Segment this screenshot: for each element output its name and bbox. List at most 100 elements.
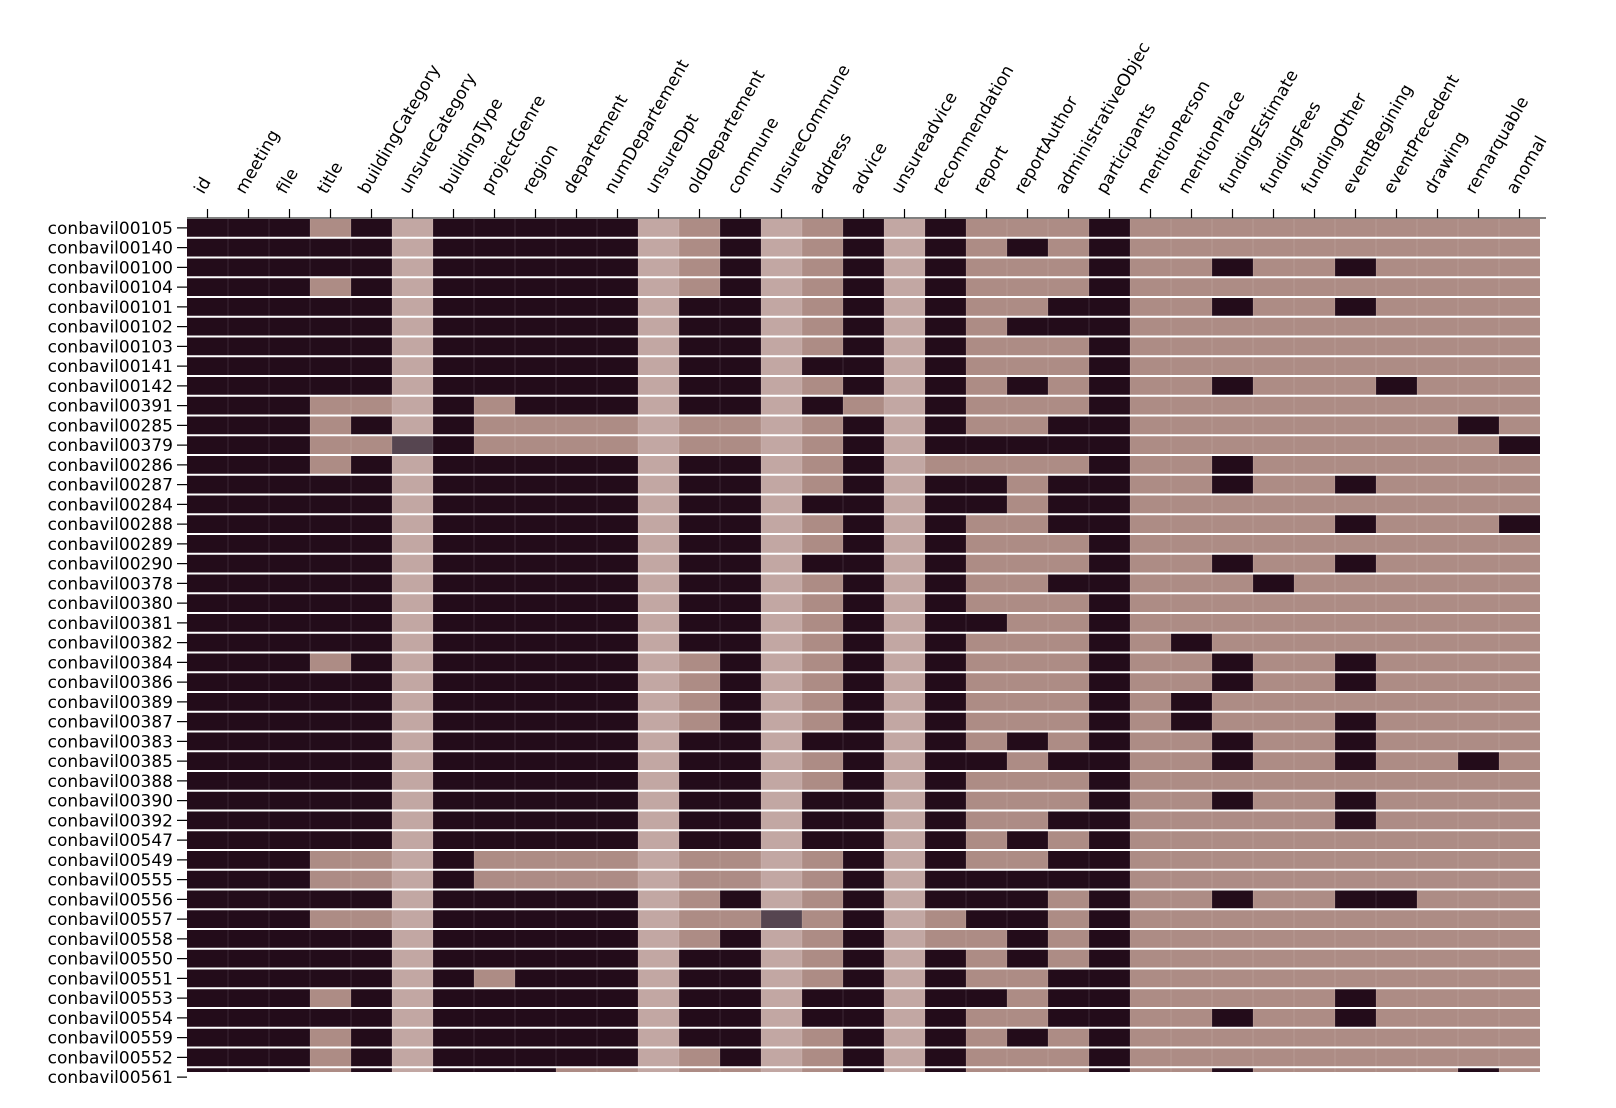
heatmap-cell [515,969,556,988]
heatmap-cell [1376,831,1417,849]
heatmap-cell [1171,890,1212,909]
heatmap-cell [1253,752,1294,770]
heatmap-cell [966,831,1007,849]
heatmap-cell [228,1068,269,1072]
heatmap-cell [310,930,351,948]
heatmap-cell [1130,495,1171,514]
heatmap-cell [228,574,269,593]
heatmap-cell [1089,1048,1130,1067]
heatmap-cell [556,219,597,237]
heatmap-cell [556,910,597,928]
heatmap-cell [638,515,679,533]
heatmap-cell [269,614,310,632]
heatmap-cell [474,930,515,948]
heatmap-cell [843,574,884,593]
y-tick-label: conbavil00383 [48,732,173,752]
heatmap-cell [1048,831,1089,849]
heatmap-cell [1499,574,1540,593]
heatmap-cell [474,712,515,731]
heatmap-cell [1007,949,1048,968]
heatmap-cell [515,219,556,237]
heatmap-cell [187,554,228,573]
heatmap-cell [638,1028,679,1047]
heatmap-cell [392,298,433,316]
heatmap-cell [433,633,474,652]
heatmap-cell [843,732,884,751]
heatmap-cell [884,554,925,573]
heatmap-cell [925,870,966,889]
heatmap-cell [1458,673,1499,691]
heatmap-cell [392,337,433,356]
heatmap-cell [1048,673,1089,691]
heatmap-cell [597,357,638,375]
heatmap-cell [597,495,638,514]
heatmap-cell [925,693,966,711]
heatmap-cell [1294,614,1335,632]
heatmap-cell [679,574,720,593]
heatmap-cell [1335,673,1376,691]
heatmap-cell [720,673,761,691]
heatmap-cell [351,890,392,909]
heatmap-cell [228,515,269,533]
heatmap-cell [1499,870,1540,889]
y-tick-label: conbavil00386 [48,673,173,693]
heatmap-cell [433,554,474,573]
heatmap-cell [638,633,679,652]
heatmap-cell [1253,732,1294,751]
heatmap-cell [351,693,392,711]
heatmap-cell [1253,930,1294,948]
heatmap-cell [1089,910,1130,928]
heatmap-cell [679,693,720,711]
heatmap-cell [761,554,802,573]
y-tick-label: conbavil00390 [48,792,173,812]
heatmap-cell [556,554,597,573]
heatmap-cell [1089,673,1130,691]
heatmap-cell [1007,870,1048,889]
heatmap-cell [1253,1048,1294,1067]
heatmap-cell [1294,298,1335,316]
heatmap-cell [761,436,802,454]
heatmap-cell [310,772,351,790]
y-tick-label: conbavil00550 [48,950,173,970]
heatmap-cell [228,870,269,889]
heatmap-cell [1253,791,1294,810]
heatmap-cell [392,693,433,711]
heatmap-cell [310,1048,351,1067]
heatmap-cell [843,890,884,909]
heatmap-cell [433,870,474,889]
heatmap-cell [474,1048,515,1067]
heatmap-cell [1171,870,1212,889]
y-tick-label: conbavil00553 [48,989,173,1009]
heatmap-cell [474,515,515,533]
heatmap-cell [1212,436,1253,454]
y-tick-label: conbavil00379 [48,436,173,456]
heatmap-cell [720,377,761,395]
heatmap-cell [1212,495,1253,514]
heatmap-cell [1335,396,1376,415]
heatmap-cell [843,416,884,435]
heatmap-cell [556,475,597,494]
heatmap-cell [1048,475,1089,494]
heatmap-cell [1499,989,1540,1007]
heatmap-cell [1376,752,1417,770]
heatmap-cell [966,1048,1007,1067]
heatmap-cell [1376,456,1417,474]
heatmap-cell [1458,653,1499,672]
heatmap-cell [1417,989,1458,1007]
heatmap-cell [392,772,433,790]
heatmap-cell [1171,317,1212,336]
heatmap-cell [1376,712,1417,731]
heatmap-cell [1376,791,1417,810]
heatmap-cell [966,930,1007,948]
heatmap-cell [351,594,392,612]
heatmap-cell [556,436,597,454]
heatmap-cell [925,969,966,988]
heatmap-cell [1499,219,1540,237]
heatmap-cell [1376,910,1417,928]
heatmap-cell [1417,535,1458,553]
heatmap-cell [228,752,269,770]
heatmap-cell [925,614,966,632]
heatmap-cell [720,1068,761,1072]
heatmap-cell [679,298,720,316]
heatmap-cell [1376,554,1417,573]
